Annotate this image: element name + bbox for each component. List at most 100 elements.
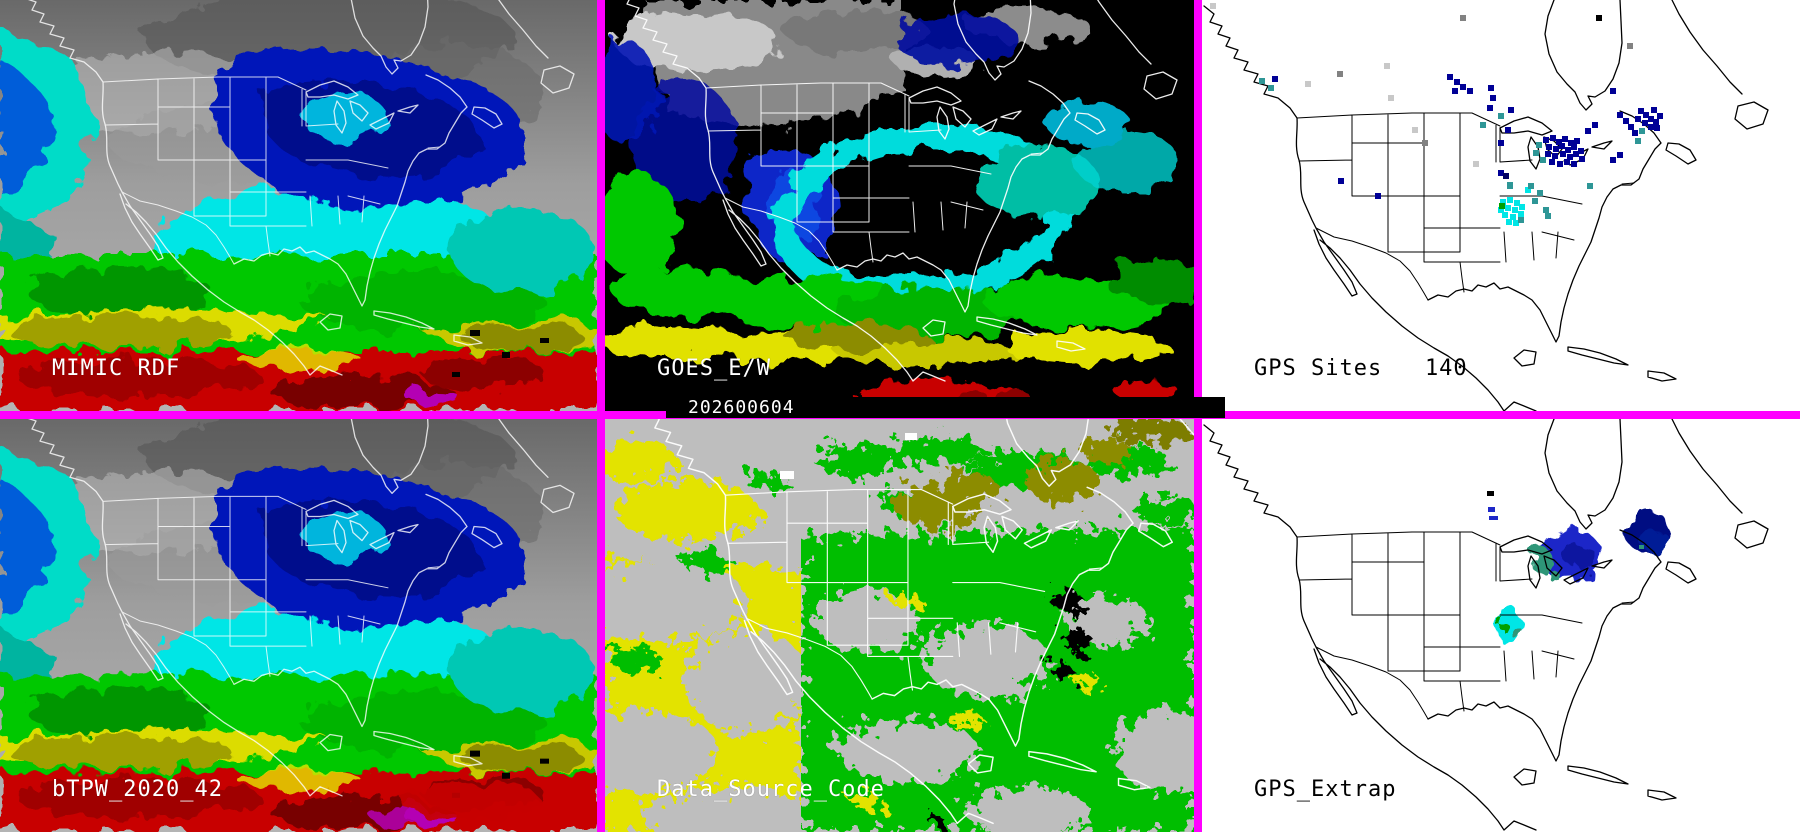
- gps-site-dot: [1388, 95, 1394, 101]
- gps-site-dot: [1553, 146, 1559, 152]
- gps-site-dot: [1512, 207, 1518, 213]
- gps-site-dot: [1653, 119, 1659, 125]
- gps-site-dot: [1533, 150, 1539, 156]
- btpw-label: bTPW_2020_42: [52, 777, 223, 802]
- gps-site-dot: [1210, 3, 1216, 9]
- gps-site-dot: [1635, 138, 1641, 144]
- gps-site-dot: [1628, 124, 1634, 130]
- gps-site-dot: [1537, 190, 1543, 196]
- gps-site-dot: [1508, 107, 1514, 113]
- gps-sites-label: GPS Sites 140: [1254, 356, 1468, 381]
- gps-site-dot: [1592, 122, 1598, 128]
- gps-site-markers: [1202, 0, 1800, 411]
- gps-site-dot: [1337, 71, 1343, 77]
- gps-site-dot: [1573, 151, 1579, 157]
- gps-site-dot: [1487, 105, 1493, 111]
- gps-site-dot: [1585, 128, 1591, 134]
- gps-site-dot: [1525, 187, 1531, 193]
- gps-site-dot: [1550, 135, 1556, 141]
- gps-site-dot: [1540, 157, 1546, 163]
- gps-site-dot: [1574, 138, 1580, 144]
- panel-data-source-code: Data_Source_Code: [605, 419, 1194, 832]
- gps-site-dot: [1498, 207, 1504, 213]
- gps-site-dot: [1610, 157, 1616, 163]
- gps-site-dot: [1545, 151, 1551, 157]
- gps-site-dot: [1639, 128, 1645, 134]
- gps-site-dot: [1651, 107, 1657, 113]
- gps-site-dot: [1568, 140, 1574, 146]
- gps-site-dot: [1460, 15, 1466, 21]
- gps-site-dot: [1610, 88, 1616, 94]
- gps-site-dot: [1514, 200, 1520, 206]
- gps-site-dot: [1578, 148, 1584, 154]
- gps-site-dot: [1498, 140, 1504, 146]
- gps-site-dot: [1490, 95, 1496, 101]
- gps-site-dot: [1498, 113, 1504, 119]
- gps-site-dot: [1507, 183, 1513, 189]
- gps-site-dot: [1498, 170, 1504, 176]
- gps-site-dot: [1623, 118, 1629, 124]
- data-source-code-label: Data_Source_Code: [657, 777, 885, 802]
- gps-site-dot: [1632, 130, 1638, 136]
- gps-site-dot: [1648, 116, 1654, 122]
- gps-site-dot: [1657, 113, 1663, 119]
- gps-site-dot: [1557, 161, 1563, 167]
- gps-site-dot: [1552, 153, 1558, 159]
- gps-site-dot: [1579, 156, 1585, 162]
- gps-site-dot: [1422, 140, 1428, 146]
- goes-ew-image: [605, 0, 1194, 411]
- gps-site-dot: [1536, 142, 1542, 148]
- gps-site-dot: [1488, 85, 1494, 91]
- gps-site-dot: [1467, 88, 1473, 94]
- gps-site-dot: [1500, 199, 1506, 205]
- gps-site-dot: [1556, 139, 1562, 145]
- gps-site-dot: [1507, 197, 1513, 203]
- gps-site-dot: [1571, 144, 1577, 150]
- gps-site-dot: [1635, 116, 1641, 122]
- gps-site-dot: [1272, 76, 1278, 82]
- gps-site-dot: [1543, 207, 1549, 213]
- gps-site-dot: [1532, 198, 1538, 204]
- gps-site-dot: [1460, 84, 1466, 90]
- gps-site-dot: [1654, 125, 1660, 131]
- gps-site-dot: [1513, 220, 1519, 226]
- gps-site-dot: [1473, 161, 1479, 167]
- gps-extrap-map: [1203, 419, 1769, 831]
- gps-site-dot: [1518, 217, 1524, 223]
- gps-site-dot: [1499, 203, 1505, 209]
- panel-goes-ew: GOES_E/W: [605, 0, 1194, 411]
- gps-site-dot: [1648, 124, 1654, 130]
- gps-site-dot: [1454, 79, 1460, 85]
- gps-site-dot: [1268, 85, 1274, 91]
- gps-site-dot: [1543, 137, 1549, 143]
- gps-site-dot: [1447, 74, 1453, 80]
- gps-site-dot: [1564, 159, 1570, 165]
- data-source-code-image: [605, 419, 1194, 832]
- gps-site-dot: [1627, 43, 1633, 49]
- goes-timestamp-bar: 202600604: [666, 397, 1225, 418]
- gps-site-dot: [1559, 143, 1565, 149]
- gps-site-dot: [1503, 173, 1509, 179]
- gps-site-dot: [1562, 136, 1568, 142]
- gps-site-dot: [1596, 15, 1602, 21]
- gps-site-dot: [1549, 159, 1555, 165]
- gps-site-dot: [1375, 193, 1381, 199]
- gps-site-dot: [1519, 204, 1525, 210]
- gps-site-dot: [1505, 205, 1511, 211]
- gps-extrap-label: GPS_Extrap: [1254, 777, 1397, 802]
- gps-site-dot: [1571, 161, 1577, 167]
- gps-site-dot: [1505, 127, 1511, 133]
- gps-site-dot: [1502, 212, 1508, 218]
- mimic-rdf-image: [0, 0, 597, 411]
- gps-site-dot: [1510, 214, 1516, 220]
- gps-site-dot: [1480, 122, 1486, 128]
- gps-site-dot: [1259, 78, 1265, 84]
- gps-site-dot: [1528, 183, 1534, 189]
- panel-btpw: bTPW_2020_42: [0, 419, 597, 832]
- gps-site-dot: [1518, 211, 1524, 217]
- gps-site-dot: [1305, 81, 1311, 87]
- gps-site-dot: [1412, 127, 1418, 133]
- mimic-rdf-label: MIMIC RDF: [52, 356, 181, 381]
- gps-site-dot: [1506, 219, 1512, 225]
